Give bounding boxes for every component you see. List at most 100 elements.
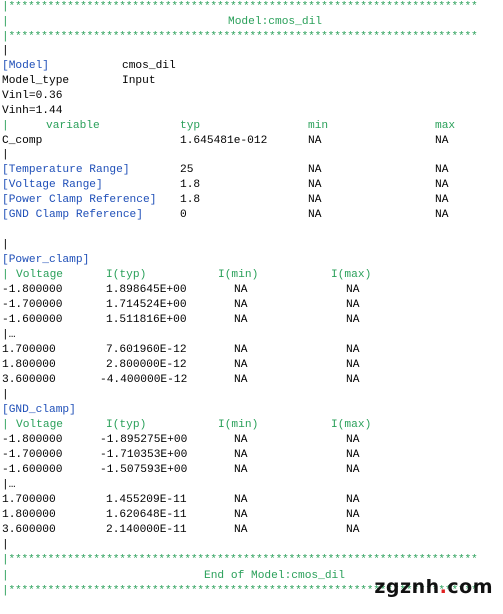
gnd-clamp-min: NA [234, 509, 248, 521]
footer-pipe: | [2, 570, 9, 582]
power-clamp-header-pipe: | [2, 269, 9, 281]
gnd-clamp-min: NA [234, 524, 248, 536]
power-clamp-header-min: I(min) [218, 269, 259, 281]
gnd-clamp-header-min: I(min) [218, 419, 259, 431]
power-clamp-voltage: 3.600000 [2, 374, 56, 386]
range-max: NA [435, 194, 449, 206]
header-stars-top: |***************************************… [2, 1, 478, 13]
gnd-clamp-typ: -1.710353E+00 [100, 449, 188, 461]
power-clamp-min: NA [234, 344, 248, 356]
gnd-clamp-header-max: I(max) [331, 419, 372, 431]
footer-title-line: | End of Model:cmos_dil [2, 569, 345, 584]
power-clamp-max: NA [346, 344, 360, 356]
power-clamp-typ: 1.511816E+00 [106, 314, 187, 326]
power-clamp-voltage: 1.700000 [2, 344, 56, 356]
power-clamp-min: NA [234, 374, 248, 386]
gnd-clamp-min: NA [234, 464, 248, 476]
gnd-clamp-voltage: 1.700000 [2, 494, 56, 506]
range-row: [Temperature Range] 25 NA NA [2, 163, 448, 178]
range-typ: 25 [180, 164, 194, 176]
model-type-value: Input [122, 75, 156, 87]
params-max: max [435, 120, 456, 132]
gnd-clamp-ellipsis: |… [2, 479, 16, 491]
range-max: NA [435, 179, 449, 191]
watermark-logo: zgznh.com [374, 578, 493, 597]
power-clamp-header: | Voltage I(typ) I(min) I(max) [2, 268, 371, 283]
power-clamp-max: NA [346, 284, 360, 296]
gnd-clamp-row: -1.800000 -1.895275E+00 NA NA [2, 433, 359, 448]
power-clamp-typ: 2.800000E-12 [106, 359, 187, 371]
gnd-clamp-row: 3.600000 2.140000E-11 NA NA [2, 523, 359, 538]
c-comp-typ: 1.645481e-012 [180, 135, 268, 147]
gnd-clamp-typ: 2.140000E-11 [106, 524, 187, 536]
params-pipe: | [2, 120, 9, 132]
model-line: [Model] cmos_dil [2, 59, 176, 74]
power-clamp-row: 1.700000 7.601960E-12 NA NA [2, 343, 359, 358]
spacer-pipe: | [2, 389, 9, 401]
power-clamp-header-typ: I(typ) [106, 269, 147, 281]
gnd-clamp-header-typ: I(typ) [106, 419, 147, 431]
gnd-clamp-row: 1.700000 1.455209E-11 NA NA [2, 493, 359, 508]
range-min: NA [308, 179, 322, 191]
model-type-key: Model_type [2, 75, 70, 87]
footer-stars-bottom: |***************************************… [2, 585, 478, 597]
power-clamp-row: -1.700000 1.714524E+00 NA NA [2, 298, 359, 313]
watermark-dot: . [439, 576, 448, 598]
gnd-clamp-voltage: -1.700000 [2, 449, 63, 461]
vinh-line: Vinh=1.44 [2, 105, 63, 117]
gnd-clamp-voltage: -1.600000 [2, 464, 63, 476]
footer-title: End of Model:cmos_dil [204, 570, 345, 582]
gnd-clamp-voltage: 3.600000 [2, 524, 56, 536]
gnd-clamp-typ: 1.620648E-11 [106, 509, 187, 521]
gnd-clamp-voltage: -1.800000 [2, 434, 63, 446]
range-typ: 0 [180, 209, 187, 221]
power-clamp-header-max: I(max) [331, 269, 372, 281]
gnd-clamp-min: NA [234, 494, 248, 506]
range-name: [Temperature Range] [2, 164, 130, 176]
range-max: NA [435, 164, 449, 176]
power-clamp-ellipsis: |… [2, 329, 16, 341]
gnd-clamp-max: NA [346, 449, 360, 461]
power-clamp-typ: 1.898645E+00 [106, 284, 187, 296]
params-typ: typ [180, 120, 201, 132]
power-clamp-min: NA [234, 359, 248, 371]
power-clamp-typ: 7.601960E-12 [106, 344, 187, 356]
range-row: [Voltage Range] 1.8 NA NA [2, 178, 448, 193]
gnd-clamp-voltage: 1.800000 [2, 509, 56, 521]
spacer-pipe: | [2, 149, 9, 161]
range-min: NA [308, 209, 322, 221]
gnd-clamp-typ: 1.455209E-11 [106, 494, 187, 506]
power-clamp-row: -1.600000 1.511816E+00 NA NA [2, 313, 359, 328]
power-clamp-max: NA [346, 299, 360, 311]
params-header: | variable typ min max [2, 119, 455, 134]
watermark-right: com [447, 576, 493, 598]
c-comp-row: C_comp 1.645481e-012 NA NA [2, 134, 448, 149]
power-clamp-row: 1.800000 2.800000E-12 NA NA [2, 358, 359, 373]
gnd-clamp-max: NA [346, 434, 360, 446]
model-key: [Model] [2, 60, 49, 72]
power-clamp-row: 3.600000 -4.400000E-12 NA NA [2, 373, 359, 388]
power-clamp-max: NA [346, 359, 360, 371]
power-clamp-voltage: 1.800000 [2, 359, 56, 371]
gnd-clamp-header-voltage: Voltage [16, 419, 63, 431]
footer-stars-top: |***************************************… [2, 554, 478, 566]
gnd-clamp-max: NA [346, 509, 360, 521]
power-clamp-voltage: -1.600000 [2, 314, 63, 326]
power-clamp-title: [Power_clamp] [2, 254, 90, 266]
params-min: min [308, 120, 329, 132]
model-type-line: Model_type Input [2, 74, 156, 89]
range-row: [Power Clamp Reference] 1.8 NA NA [2, 193, 448, 208]
power-clamp-voltage: -1.800000 [2, 284, 63, 296]
range-max: NA [435, 209, 449, 221]
c-comp-max: NA [435, 135, 449, 147]
gnd-clamp-header: | Voltage I(typ) I(min) I(max) [2, 418, 371, 433]
model-value: cmos_dil [122, 60, 176, 72]
gnd-clamp-row: 1.800000 1.620648E-11 NA NA [2, 508, 359, 523]
power-clamp-max: NA [346, 374, 360, 386]
c-comp-name: C_comp [2, 135, 43, 147]
power-clamp-row: -1.800000 1.898645E+00 NA NA [2, 283, 359, 298]
header-title: Model:cmos_dil [228, 16, 322, 28]
watermark-left: zgznh [374, 576, 440, 598]
power-clamp-min: NA [234, 284, 248, 296]
spacer-pipe: | [2, 539, 9, 551]
